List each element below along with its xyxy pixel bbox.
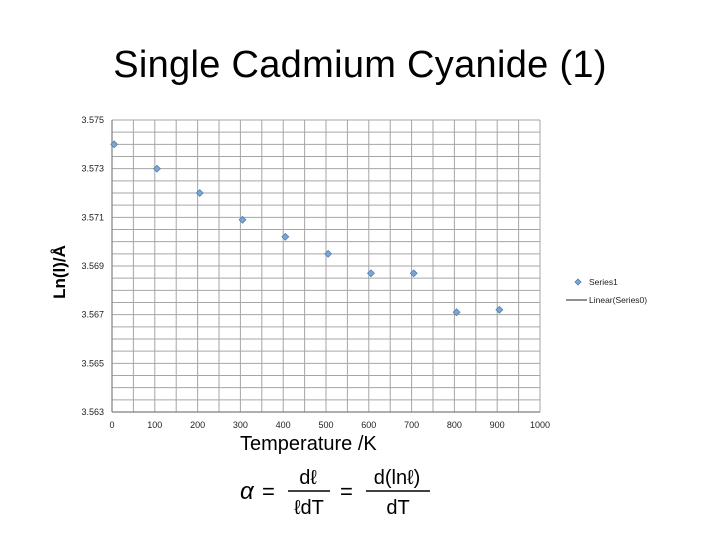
x-tick-label: 400 <box>276 420 291 430</box>
data-point <box>495 305 504 314</box>
x-tick-label: 500 <box>318 420 333 430</box>
y-tick-label: 3.573 <box>81 164 104 174</box>
data-point <box>195 189 204 197</box>
x-tick-label: 800 <box>447 420 462 430</box>
thermal-expansion-formula: α = dℓ ℓdT = d(lnℓ) dT <box>240 467 430 519</box>
x-tick-label: 700 <box>404 420 419 430</box>
y-tick-label: 3.567 <box>81 310 104 320</box>
x-tick-label: 0 <box>109 420 114 430</box>
y-tick-label: 3.571 <box>81 212 104 222</box>
x-tick-label: 100 <box>147 420 162 430</box>
x-tick-label: 600 <box>361 420 376 430</box>
legend-label-linear: Linear(Series0) <box>589 295 647 305</box>
x-tick-label: 1000 <box>530 420 550 430</box>
x-tick-label: 300 <box>233 420 248 430</box>
legend-label-series1: Series1 <box>589 277 618 287</box>
data-point <box>281 232 290 241</box>
data-point <box>152 164 161 173</box>
y-tick-label: 3.565 <box>81 358 104 368</box>
data-point <box>110 140 119 149</box>
formula-frac2-denominator: dT <box>386 497 409 519</box>
y-tick-label: 3.569 <box>81 261 104 271</box>
data-point <box>324 249 333 258</box>
formula-frac2-numerator: d(lnℓ) <box>374 467 420 489</box>
y-tick-label: 3.563 <box>81 407 104 417</box>
legend-marker-series1 <box>574 278 582 286</box>
data-point <box>452 308 461 317</box>
formula-alpha: α <box>240 478 255 505</box>
data-point <box>409 269 418 278</box>
y-tick-label: 3.575 <box>81 115 104 125</box>
data-point <box>366 269 375 278</box>
formula-equals-1: = <box>262 479 275 504</box>
formula-equals-2: = <box>340 479 353 504</box>
formula-frac1-denominator: ℓdT <box>294 497 324 519</box>
x-tick-label: 900 <box>490 420 505 430</box>
x-axis-label: Temperature /K <box>240 433 377 455</box>
x-tick-label: 200 <box>190 420 205 430</box>
formula-frac1-numerator: dℓ <box>299 467 317 489</box>
chart-title: Single Cadmium Cyanide (1) <box>113 44 607 86</box>
data-point <box>238 215 247 224</box>
